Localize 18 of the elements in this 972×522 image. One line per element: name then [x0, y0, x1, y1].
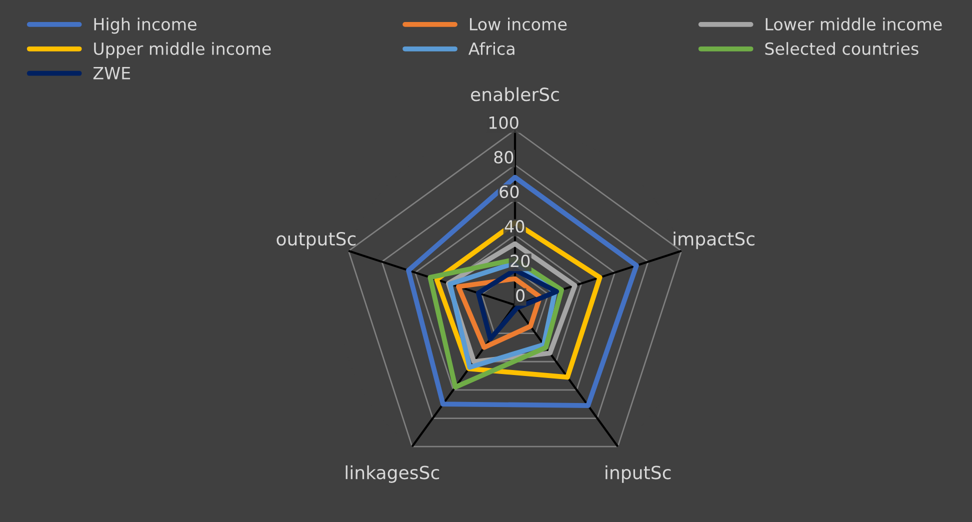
- spoke-label: impactSc: [674, 232, 754, 250]
- y-tick-label: 0: [516, 289, 524, 302]
- spoke-label: linkagesSc: [346, 465, 440, 483]
- y-tick-label: 40: [504, 220, 524, 233]
- spoke-label: enablerSc: [470, 87, 559, 102]
- legend-label: Selected countries: [765, 42, 918, 55]
- legend-label: Upper middle income: [94, 42, 271, 58]
- spoke-label: inputSc: [606, 465, 671, 483]
- y-tick-label: 20: [510, 254, 530, 268]
- y-tick-label: 100: [489, 116, 518, 129]
- legend-label: High income: [94, 18, 196, 34]
- y-tick-label: 60: [500, 185, 519, 198]
- spoke-label: outputSc: [276, 232, 356, 250]
- legend-label: Low income: [470, 18, 567, 31]
- legend-label: ZWE: [93, 67, 130, 80]
- legend-label: Africa: [468, 42, 514, 55]
- y-tick-label: 80: [494, 150, 514, 164]
- legend-label: Lower middle income: [766, 18, 942, 31]
